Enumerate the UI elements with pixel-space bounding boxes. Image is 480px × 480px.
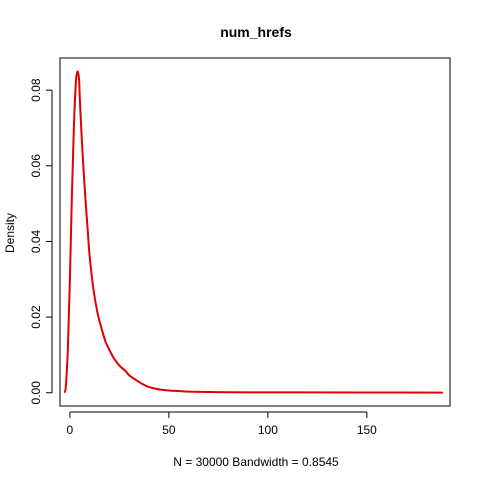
y-axis-label: Density [3, 213, 17, 253]
x-tick-label: 50 [162, 423, 176, 437]
x-axis: 0 50 100 150 [67, 411, 377, 437]
plot-frame [59, 57, 451, 407]
density-series-line [63, 70, 444, 394]
y-tick-label: 0.00 [29, 381, 43, 405]
y-tick-label: 0.08 [29, 78, 43, 102]
y-tick-label: 0.04 [29, 229, 43, 253]
y-tick-label: 0.06 [29, 154, 43, 178]
x-tick-label: 100 [258, 423, 278, 437]
x-tick-label: 0 [67, 423, 74, 437]
series-layer [63, 70, 444, 394]
y-tick-label: 0.02 [29, 305, 43, 329]
x-axis-label: N = 30000 Bandwidth = 0.8545 [173, 455, 339, 469]
x-tick-label: 150 [357, 423, 377, 437]
chart-title: num_hrefs [220, 24, 292, 40]
y-axis: 0.00 0.02 0.04 0.06 0.08 [29, 78, 53, 405]
